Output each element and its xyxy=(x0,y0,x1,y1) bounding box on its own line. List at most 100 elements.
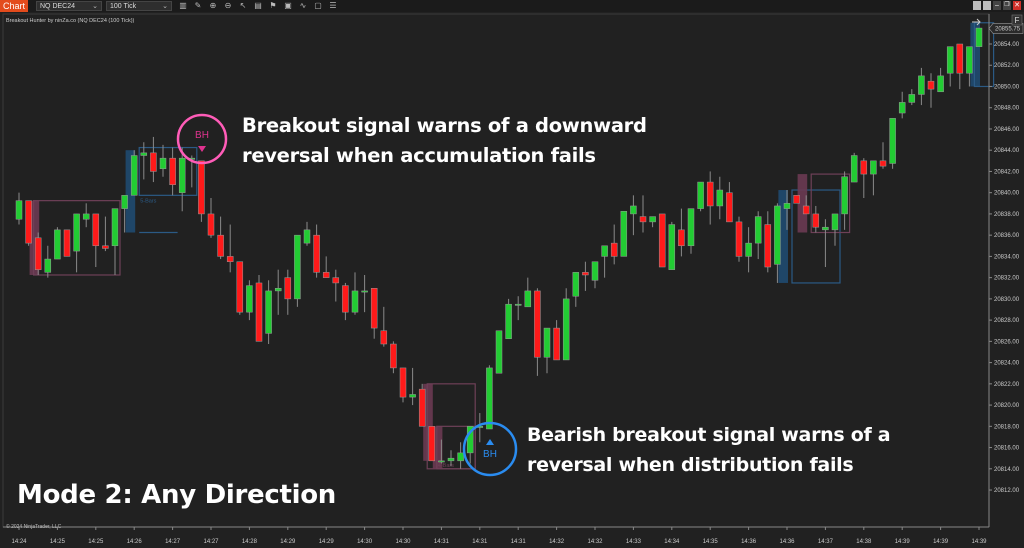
candle-body-down xyxy=(313,234,320,273)
pencil-icon[interactable]: ✎ xyxy=(194,1,202,10)
y-tick-label: 20826.00 xyxy=(994,339,1020,345)
candle xyxy=(975,27,983,47)
y-tick-label: 20848.00 xyxy=(994,106,1020,112)
candle xyxy=(102,216,109,252)
list-icon[interactable]: ☰ xyxy=(329,1,337,10)
candle-body-down xyxy=(956,43,964,74)
candle-body-down xyxy=(207,213,215,236)
candle-body-up xyxy=(159,157,167,170)
candle-body-up xyxy=(908,94,916,103)
candle xyxy=(754,211,762,260)
candle-body-down xyxy=(169,157,176,185)
interval-value: 100 Tick xyxy=(110,3,137,10)
candle-body-down xyxy=(534,290,541,358)
candle xyxy=(159,144,167,177)
candle xyxy=(793,195,800,204)
annotation-top: Breakout signal warns of a downward reve… xyxy=(242,111,647,171)
candle xyxy=(351,272,359,315)
x-tick-label: 14:31 xyxy=(472,539,488,545)
candle xyxy=(658,213,666,268)
candle xyxy=(764,211,772,273)
candle xyxy=(390,341,397,374)
candle xyxy=(774,203,781,283)
candle xyxy=(342,282,349,321)
candle xyxy=(582,261,589,291)
candle-body-up xyxy=(946,46,954,74)
flag-icon[interactable]: ⚑ xyxy=(269,1,277,10)
candle-body-up xyxy=(246,285,253,313)
zone-fill xyxy=(778,190,788,283)
triangle-up-icon xyxy=(486,439,494,445)
annotation-top-line1: Breakout signal warns of a downward xyxy=(242,114,647,137)
f-button-label[interactable]: F xyxy=(1015,16,1020,25)
candle xyxy=(572,272,580,307)
candle-body-up xyxy=(668,224,676,270)
candle-body-up xyxy=(687,208,695,247)
zoom-in-icon[interactable]: ⊕ xyxy=(209,1,217,10)
candle xyxy=(870,160,877,196)
window-option-button[interactable] xyxy=(983,1,991,10)
restore-icon[interactable]: ❐ xyxy=(1003,1,1011,10)
x-tick-label: 14:38 xyxy=(856,539,872,545)
candle-body-up xyxy=(438,460,445,463)
candle xyxy=(313,224,320,278)
candle-body-down xyxy=(236,261,244,313)
candle-body-up xyxy=(889,118,896,164)
chart-tab[interactable]: Chart xyxy=(0,0,28,12)
candle xyxy=(34,232,42,275)
x-tick-label: 14:24 xyxy=(11,539,27,545)
candle xyxy=(130,150,138,196)
y-tick-label: 20830.00 xyxy=(994,297,1020,303)
candle xyxy=(322,256,330,278)
strategy-icon[interactable]: ▣ xyxy=(284,1,292,10)
candle-body-up xyxy=(850,155,858,183)
chart-subtitle: Breakout Hunter by ninZa.co (NQ DEC24 (1… xyxy=(6,18,135,24)
candle xyxy=(294,234,301,307)
signal-up[interactable]: BH xyxy=(462,421,518,477)
properties-icon[interactable]: ▢ xyxy=(314,1,322,10)
close-icon[interactable]: ✕ xyxy=(1013,1,1021,10)
candle-body-down xyxy=(860,160,868,175)
candle xyxy=(534,288,541,376)
candle-body-up xyxy=(409,394,416,398)
candle-body-up xyxy=(898,102,906,114)
bar-chart-icon[interactable]: ▥ xyxy=(179,1,187,10)
candle xyxy=(927,73,935,108)
indicator-icon[interactable]: ∿ xyxy=(299,1,307,10)
candle xyxy=(63,229,71,257)
candle xyxy=(610,224,618,265)
candle-body-up xyxy=(140,152,148,156)
pointer-icon[interactable]: ↖ xyxy=(239,1,247,10)
candle-body-down xyxy=(322,272,330,278)
candle-body-up xyxy=(54,229,61,260)
candle-body-up xyxy=(697,181,704,209)
candle xyxy=(370,288,378,339)
instrument-selector[interactable]: NQ DEC24 ⌄ xyxy=(36,1,102,11)
f-button[interactable] xyxy=(1011,14,1023,26)
minimize-icon[interactable]: – xyxy=(993,1,1001,10)
x-tick-label: 14:32 xyxy=(587,539,603,545)
x-tick-label: 14:29 xyxy=(280,539,296,545)
signal-label: BH xyxy=(195,130,209,141)
candle-body-up xyxy=(15,200,23,220)
candle-body-up xyxy=(303,229,311,244)
candle xyxy=(284,269,292,315)
candle xyxy=(246,280,253,321)
candle-body-up xyxy=(121,195,128,209)
template-icon[interactable]: ▤ xyxy=(254,1,262,10)
candle xyxy=(15,192,23,225)
zoom-out-icon[interactable]: ⊖ xyxy=(224,1,232,10)
candle xyxy=(457,442,464,469)
candle xyxy=(697,181,704,212)
window-option-button[interactable] xyxy=(973,1,981,10)
interval-selector[interactable]: 100 Tick ⌄ xyxy=(106,1,172,11)
signal-label: BH xyxy=(483,449,497,460)
candle-body-down xyxy=(418,388,426,427)
candle-body-down xyxy=(610,242,618,257)
signal-down[interactable]: BH xyxy=(176,113,228,165)
candle-body-up xyxy=(505,303,512,339)
candle-body-down xyxy=(812,213,820,228)
candle xyxy=(428,426,436,462)
candle-body-up xyxy=(524,290,532,308)
